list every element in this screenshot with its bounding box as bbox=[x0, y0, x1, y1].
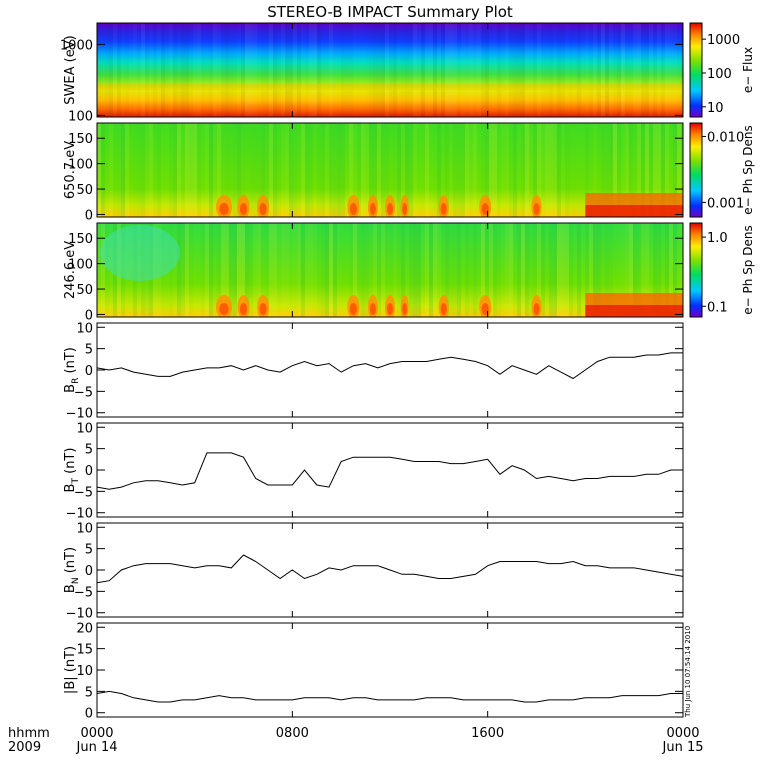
panel-frame bbox=[96, 22, 684, 118]
swea-spectrogram bbox=[97, 23, 683, 117]
colorbar-tick-label: 1.0 bbox=[707, 231, 728, 246]
colorbar-tick-label: 0.010 bbox=[707, 130, 744, 145]
series-line bbox=[96, 452, 683, 490]
y-tick-label: 5 bbox=[85, 443, 93, 458]
y-tick-label: −10 bbox=[66, 607, 93, 622]
y-tick-label: 15 bbox=[76, 643, 93, 658]
colorbar-flux bbox=[689, 22, 703, 118]
series-line bbox=[96, 690, 683, 703]
colorbar-label: e− Ph Sp Dens bbox=[741, 225, 755, 314]
colorbar-label: e− Flux bbox=[741, 47, 755, 93]
y-tick-label: 0 bbox=[85, 308, 93, 323]
y-tick-label: 10 bbox=[76, 421, 93, 436]
y-axis-label: |B| (nT) bbox=[63, 646, 78, 694]
corner-hhmm: hhmm bbox=[8, 726, 50, 741]
y-tick-label: 10 bbox=[76, 521, 93, 536]
y-tick-label: 0 bbox=[85, 464, 93, 479]
y-tick-label: −5 bbox=[74, 585, 93, 600]
panel-4: −10 −5 0 5 10 BR (nT) bbox=[63, 321, 684, 422]
colorbar-tick-label: 1000 bbox=[707, 33, 740, 48]
y-tick-label: 100 bbox=[68, 109, 93, 124]
colorbar-tick-label: 10 bbox=[707, 101, 724, 116]
panel-frame bbox=[96, 122, 684, 218]
panel-frame bbox=[96, 222, 684, 318]
colorbar-tick-label: 0.001 bbox=[707, 196, 744, 211]
y-axis-label: BR (nT) bbox=[63, 347, 81, 393]
y-axis-label: BT (nT) bbox=[63, 448, 81, 493]
y-axis-label: SWEA (eV) bbox=[63, 35, 78, 104]
series-line bbox=[96, 554, 684, 584]
y-tick-label: 20 bbox=[76, 621, 93, 636]
x-tick-label: 0000 bbox=[80, 726, 113, 741]
y-tick-label: 50 bbox=[76, 283, 93, 298]
colorbar-tick-label: 0.1 bbox=[707, 300, 728, 315]
y-tick-label: 150 bbox=[68, 232, 93, 247]
colorbar-tick-label: 100 bbox=[707, 67, 732, 82]
y-tick-label: 0 bbox=[85, 208, 93, 223]
x-tick-label: 0800 bbox=[276, 726, 309, 741]
colorbar-pad-650 bbox=[689, 122, 703, 218]
y-tick-label: 5 bbox=[85, 343, 93, 358]
panel-6: −10 −5 0 5 10 BN (nT) bbox=[63, 521, 684, 622]
x-tick-label: 0000 bbox=[666, 726, 699, 741]
panel-frame bbox=[96, 622, 684, 718]
y-axis-label: BN (nT) bbox=[63, 547, 81, 593]
x-tick-date: Jun 14 bbox=[76, 740, 118, 755]
x-tick-label: 1600 bbox=[471, 726, 504, 741]
y-tick-label: 100 bbox=[68, 158, 93, 173]
panel-frame bbox=[96, 322, 684, 418]
y-tick-label: −10 bbox=[66, 407, 93, 422]
y-tick-label: 150 bbox=[68, 132, 93, 147]
panel-7: 0 5 10 15 20 |B| (nT) bbox=[63, 621, 684, 722]
y-tick-label: −5 bbox=[74, 485, 93, 500]
colorbar-axis: 0.1 1.0 e− Ph Sp Dens bbox=[702, 225, 755, 315]
panel-frame bbox=[96, 422, 684, 518]
plot-title: STEREO-B IMPACT Summary Plot bbox=[267, 3, 513, 21]
y-tick-label: 10 bbox=[76, 321, 93, 336]
y-tick-label: 0 bbox=[85, 364, 93, 379]
y-tick-label: 5 bbox=[85, 685, 93, 700]
y-tick-label: 50 bbox=[76, 183, 93, 198]
y-tick-label: 0 bbox=[85, 707, 93, 722]
y-tick-label: 100 bbox=[68, 258, 93, 273]
colorbar-pad-246 bbox=[689, 222, 703, 318]
y-tick-label: 10 bbox=[76, 664, 93, 679]
panel-5: −10 −5 0 5 10 BT (nT) bbox=[63, 421, 684, 522]
corner-year: 2009 bbox=[8, 740, 41, 755]
x-tick-date: Jun 15 bbox=[662, 740, 704, 755]
pad-246-spectrogram bbox=[97, 223, 683, 317]
series-line bbox=[96, 352, 683, 380]
colorbar-label: e− Ph Sp Dens bbox=[741, 125, 755, 214]
y-tick-label: 1000 bbox=[60, 38, 93, 53]
timestamp: Thu Jun 10 07:54:14 2010 bbox=[684, 626, 692, 718]
pad-650-spectrogram bbox=[97, 123, 683, 217]
y-axis-label: 650.7 eV bbox=[63, 141, 78, 199]
y-tick-label: 5 bbox=[85, 543, 93, 558]
y-axis-label: 246.6 eV bbox=[63, 241, 78, 299]
y-tick-label: 0 bbox=[85, 564, 93, 579]
y-tick-label: −10 bbox=[66, 507, 93, 522]
y-tick-label: −5 bbox=[74, 385, 93, 400]
